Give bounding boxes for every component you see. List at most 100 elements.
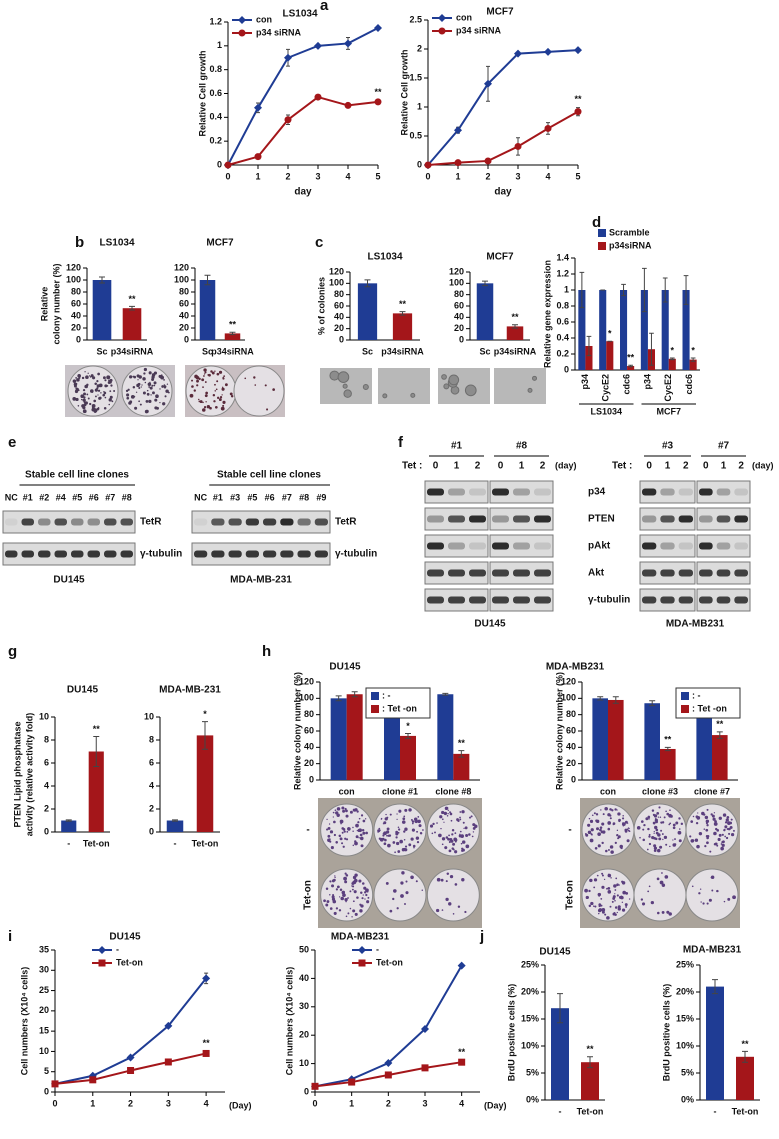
colony [342, 809, 346, 813]
colony [590, 901, 594, 906]
colony [591, 814, 594, 817]
colony [616, 911, 618, 914]
chart-title: MDA-MB-231 [159, 685, 221, 696]
cell-line-label: DU145 [474, 619, 506, 630]
bar [346, 694, 363, 780]
colony [219, 396, 223, 399]
colony [656, 911, 660, 915]
colony [149, 381, 151, 384]
colony [386, 816, 389, 819]
colony [447, 812, 449, 815]
y-tick-label: 0 [417, 159, 422, 169]
legend-swatch [371, 692, 379, 700]
x-tick-label: 1 [349, 1098, 354, 1108]
colony [396, 907, 399, 910]
colony [332, 899, 337, 904]
blot-band [104, 518, 117, 526]
colony [353, 890, 357, 894]
colony [141, 384, 143, 386]
colony [606, 887, 608, 890]
x-tick-label: 3 [315, 171, 320, 181]
legend-label: - [116, 944, 119, 954]
colony [332, 811, 335, 814]
colony [724, 825, 728, 829]
colony [640, 898, 644, 901]
chart-title: MCF7 [486, 7, 514, 18]
colony [151, 384, 154, 387]
blot-row-label: γ-tubulin [588, 595, 630, 606]
colony [339, 819, 344, 824]
colony [106, 375, 111, 380]
colony [472, 827, 476, 830]
chart-title: LS1034 [367, 252, 402, 263]
colony [704, 844, 707, 848]
colony [394, 851, 396, 854]
colony [593, 812, 596, 815]
colony [244, 377, 247, 380]
y-tick-label: 0% [681, 1094, 694, 1104]
y-tick-label: 20 [304, 758, 314, 768]
y-tick-label: 120 [174, 262, 189, 272]
lane-label: #2 [39, 492, 49, 502]
colony [655, 820, 658, 824]
colony [323, 899, 326, 903]
colony [82, 398, 86, 402]
colony [404, 903, 406, 905]
colony [108, 398, 112, 402]
colony [443, 811, 448, 816]
x-tick-label: Sc [362, 346, 373, 356]
y-axis-label: % of colonies [316, 277, 326, 335]
error-bar [442, 692, 449, 696]
colony [601, 822, 605, 826]
colony [338, 834, 342, 838]
blot-band [427, 488, 444, 496]
colony [661, 883, 666, 887]
colony [104, 379, 107, 382]
colony [725, 818, 729, 822]
x-tick-label: p34siRNA [111, 346, 154, 356]
colony [471, 835, 474, 838]
colony [93, 408, 98, 413]
legend-label: : Tet -on [382, 703, 417, 713]
y-tick-label: 1 [417, 101, 422, 111]
colony [385, 881, 389, 885]
colony [325, 887, 329, 890]
blot-band [678, 488, 693, 496]
y-tick-label: 4 [44, 780, 49, 790]
error-bar [716, 731, 723, 739]
colony [705, 834, 709, 838]
lane-label: NC [5, 492, 18, 502]
colony [726, 816, 730, 819]
y-axis-label: BrdU positive cells (%) [506, 984, 516, 1082]
colony [460, 842, 463, 845]
chart-title: LS1034 [99, 238, 134, 249]
colony [691, 885, 694, 888]
blot-band [642, 569, 657, 577]
blot-band [734, 542, 748, 550]
blot-band [263, 550, 277, 558]
colony [329, 840, 332, 843]
colony [334, 876, 336, 879]
y-tick-label: 50 [299, 944, 309, 954]
colony [351, 882, 355, 886]
x-tick-label: con [600, 786, 616, 796]
colony [612, 895, 616, 899]
marker [458, 1058, 466, 1066]
colony [154, 398, 158, 402]
y-tick-label: 6 [149, 757, 154, 767]
colony [360, 814, 364, 817]
colony [614, 808, 617, 811]
colony [161, 385, 165, 388]
colony [213, 400, 216, 403]
colony [336, 807, 341, 811]
colony [132, 385, 136, 389]
colony [603, 878, 606, 881]
plate [233, 365, 285, 417]
x-tick-label: - [174, 838, 177, 848]
blot-strip [639, 534, 696, 558]
colony [705, 828, 709, 832]
colony [532, 375, 538, 381]
colony [706, 902, 709, 905]
y-axis-label: BrdU positive cells (%) [661, 984, 671, 1082]
y-tick-label: 10 [39, 1046, 49, 1056]
